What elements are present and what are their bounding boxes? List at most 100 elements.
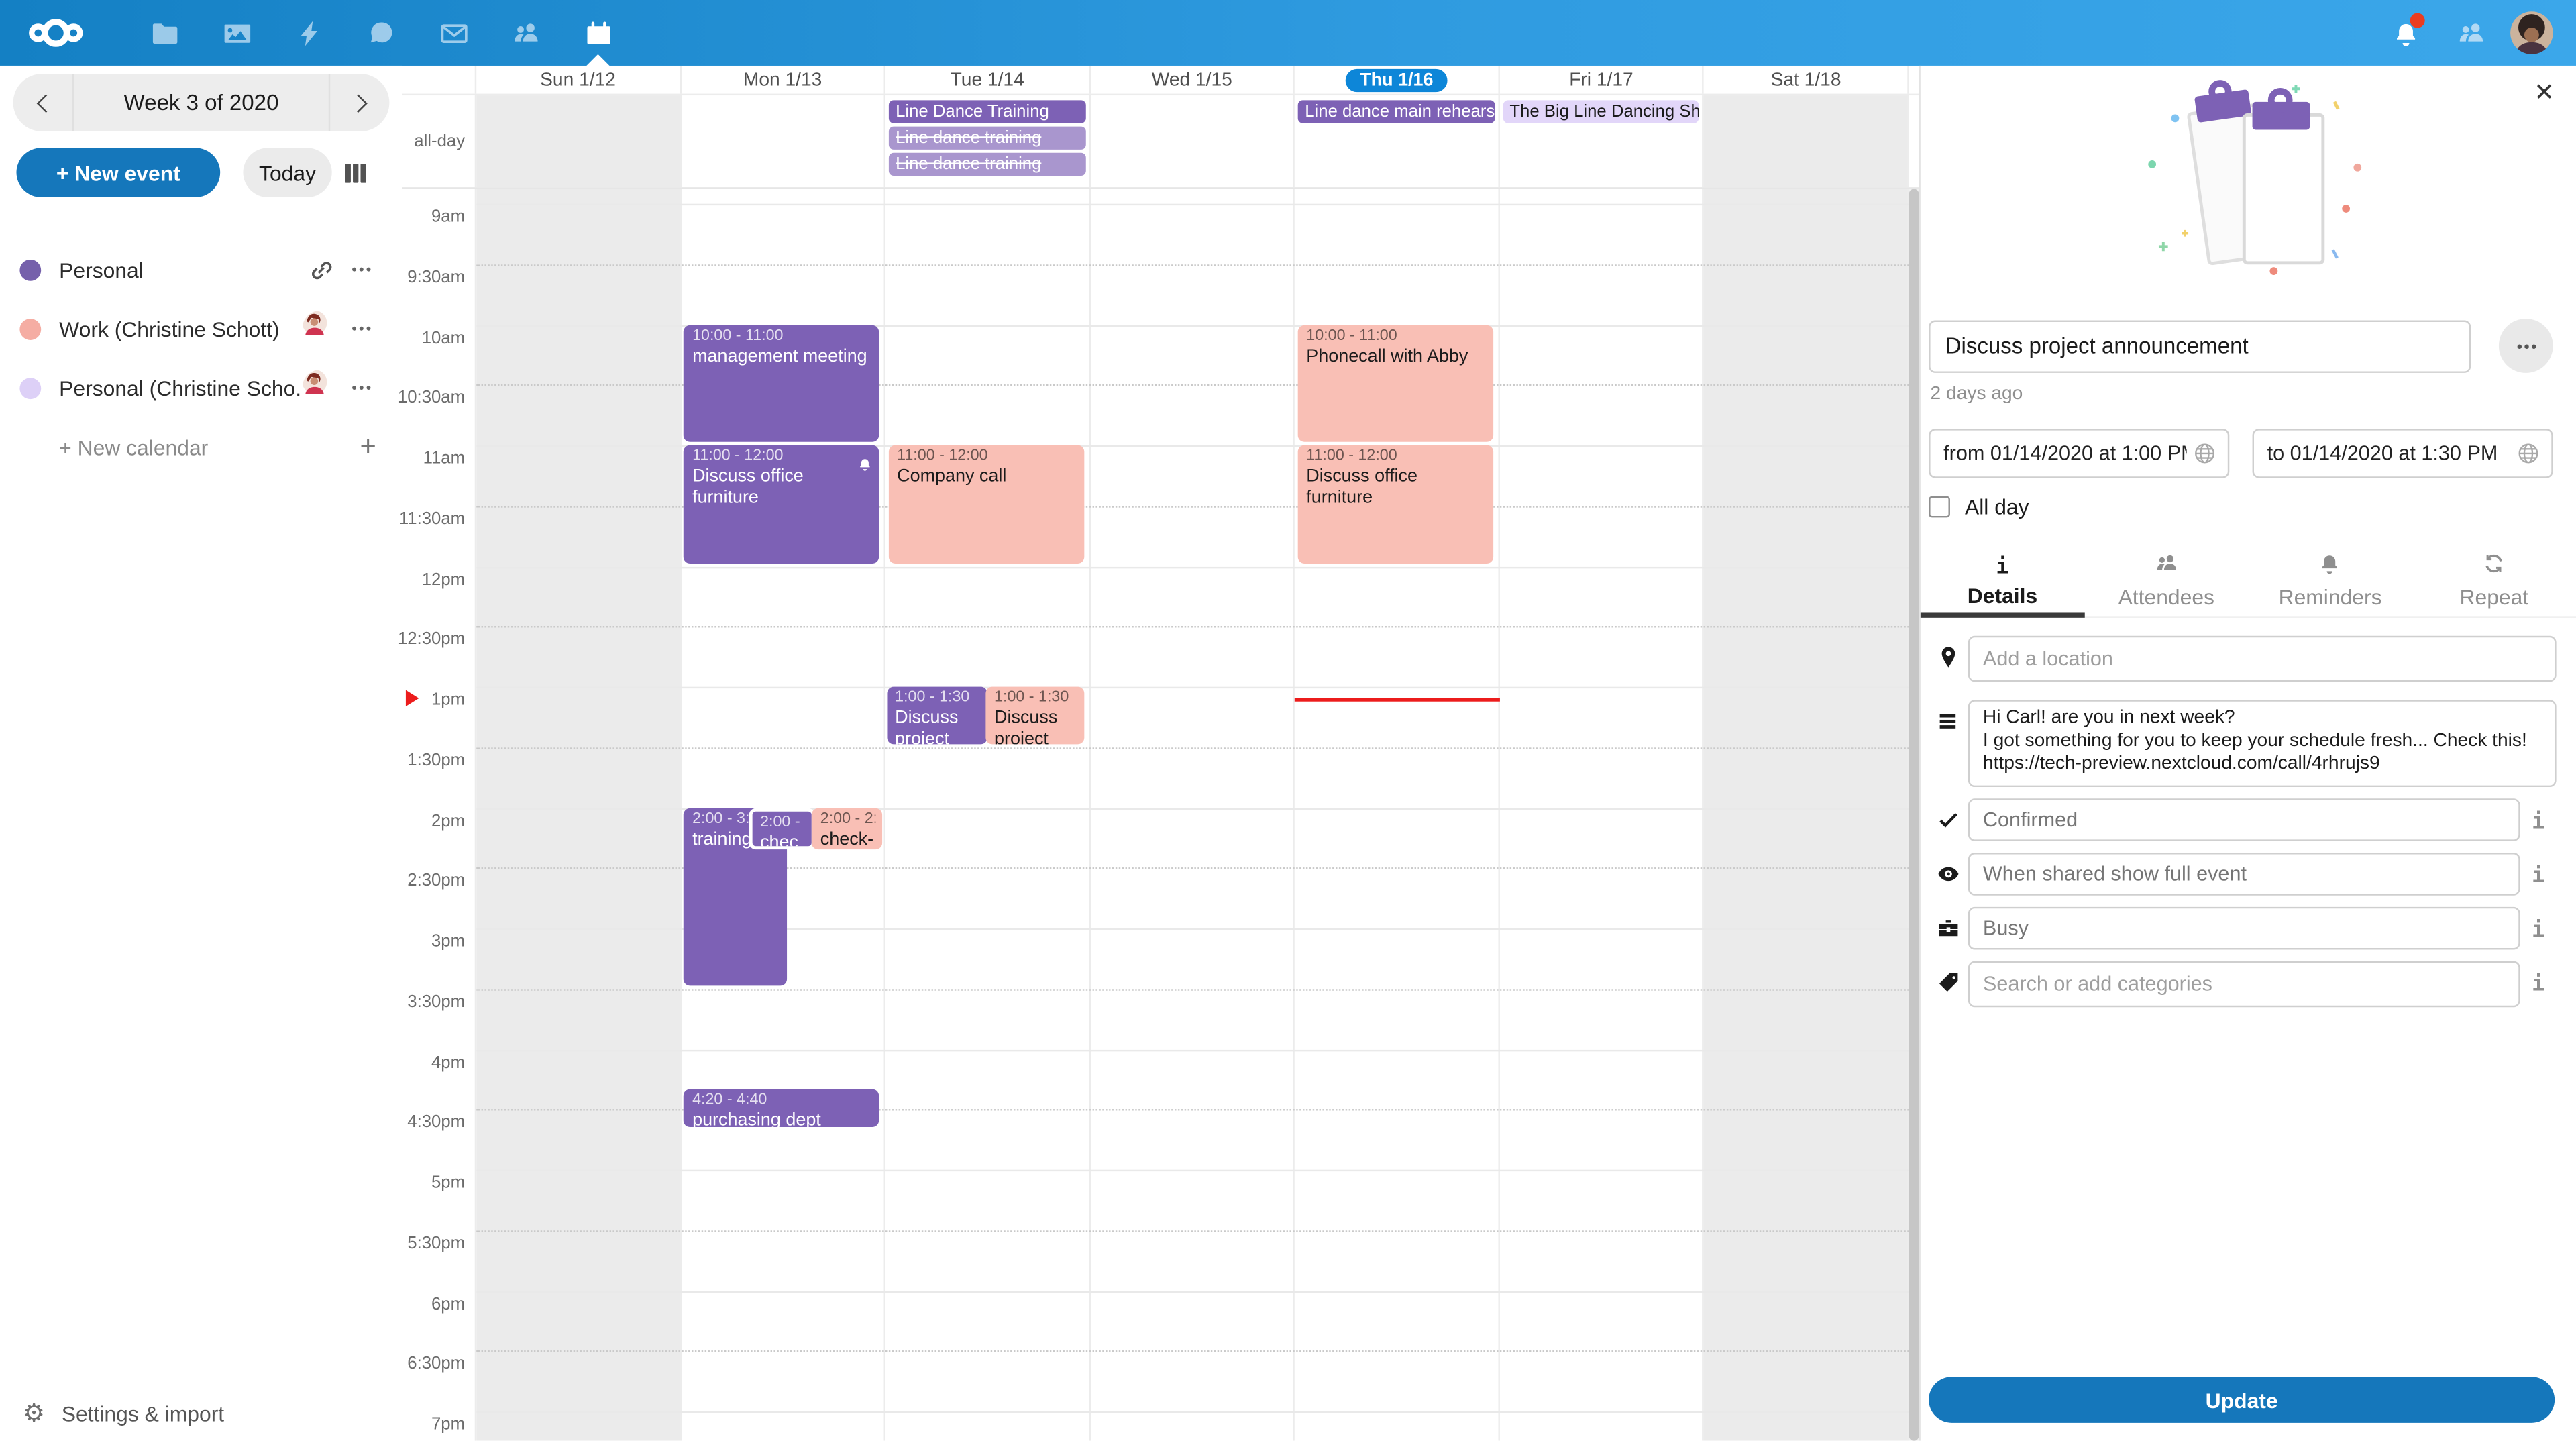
calendar-event[interactable]: 1:00 - 1:30 Discuss project bbox=[985, 686, 1085, 744]
allday-event[interactable]: Line dance main rehearsal bbox=[1298, 100, 1495, 123]
calendar-icon[interactable] bbox=[562, 0, 635, 66]
info-icon[interactable]: i bbox=[2532, 918, 2545, 943]
settings-import-button[interactable]: ⚙ Settings & import bbox=[23, 1398, 224, 1428]
tab-details[interactable]: i Details bbox=[1920, 545, 2084, 618]
day-header[interactable]: Fri 1/17 bbox=[1500, 65, 1705, 94]
calendar-menu-button[interactable] bbox=[340, 258, 383, 280]
tab-repeat[interactable]: Repeat bbox=[2412, 545, 2576, 616]
allday-cell[interactable] bbox=[1090, 95, 1295, 188]
day-header[interactable]: Mon 1/13 bbox=[681, 65, 886, 94]
update-button[interactable]: Update bbox=[1929, 1377, 2555, 1423]
day-column[interactable] bbox=[1704, 189, 1909, 1441]
allday-cell[interactable] bbox=[476, 95, 682, 188]
day-column[interactable] bbox=[885, 189, 1091, 1441]
check-icon bbox=[1929, 798, 1968, 831]
calendar-event[interactable]: 11:00 - 12:00 Company call bbox=[888, 445, 1085, 563]
allday-event[interactable]: The Big Line Dancing Show bbox=[1503, 100, 1700, 123]
allday-cell[interactable]: Line dance main rehearsal bbox=[1295, 95, 1500, 188]
calendar-menu-button[interactable] bbox=[340, 376, 383, 399]
activity-icon[interactable] bbox=[273, 0, 345, 66]
talk-icon[interactable] bbox=[345, 0, 417, 66]
previous-week-button[interactable] bbox=[13, 74, 72, 131]
nextcloud-logo[interactable] bbox=[13, 18, 99, 48]
calendar-event[interactable]: 11:00 - 12:00 Discuss office furniture bbox=[684, 445, 880, 563]
photos-icon[interactable] bbox=[201, 0, 273, 66]
grid-line bbox=[476, 1169, 1909, 1172]
allday-cell[interactable]: The Big Line Dancing Show bbox=[1500, 95, 1705, 188]
description-textarea[interactable]: Hi Carl! are you in next week? I got som… bbox=[1968, 700, 2557, 788]
calendar-event[interactable]: 4:20 - 4:40 purchasing dept bbox=[684, 1089, 880, 1126]
all-day-checkbox[interactable] bbox=[1929, 496, 1950, 518]
new-event-button[interactable]: + New event bbox=[16, 148, 221, 197]
contacts-icon[interactable] bbox=[490, 0, 562, 66]
scrollbar-thumb[interactable] bbox=[1909, 189, 1919, 1441]
start-date-field[interactable]: from 01/14/2020 at 1:00 PM bbox=[1929, 429, 2230, 478]
visibility-select[interactable]: When shared show full event bbox=[1968, 853, 2520, 896]
allday-cell[interactable]: Line Dance Training Line dance training Li… bbox=[885, 95, 1091, 188]
day-header[interactable]: Thu 1/16 bbox=[1295, 65, 1500, 94]
sidebar-calendar-item[interactable]: Personal (Christine Scho...) bbox=[0, 358, 402, 417]
event-title-input[interactable] bbox=[1929, 319, 2471, 372]
day-header[interactable]: Tue 1/14 bbox=[885, 65, 1091, 94]
contacts-menu-icon[interactable] bbox=[2445, 0, 2497, 66]
close-icon[interactable]: ✕ bbox=[2534, 78, 2555, 107]
allday-cell[interactable] bbox=[681, 95, 886, 188]
sidebar-calendar-item[interactable]: Work (Christine Schott) bbox=[0, 299, 402, 358]
day-header[interactable]: Sat 1/18 bbox=[1705, 65, 1909, 94]
event-dates-row: from 01/14/2020 at 1:00 PM to 01/14/2020… bbox=[1929, 429, 2553, 478]
new-calendar-label: + New calendar bbox=[59, 434, 209, 460]
day-column[interactable] bbox=[681, 189, 886, 1441]
calendar-color-dot bbox=[19, 258, 42, 280]
day-column[interactable] bbox=[476, 189, 682, 1441]
allday-event[interactable]: Line Dance Training bbox=[889, 100, 1086, 123]
view-switcher-button[interactable] bbox=[332, 157, 380, 189]
day-column[interactable] bbox=[1090, 189, 1295, 1441]
allday-event[interactable]: Line dance training bbox=[889, 126, 1086, 150]
info-icon[interactable]: i bbox=[2532, 810, 2545, 835]
calendar-event[interactable]: 2:00 - 2:20check-in bbox=[812, 807, 882, 851]
files-icon[interactable] bbox=[128, 0, 201, 66]
grid-line bbox=[476, 324, 1909, 327]
grid-line bbox=[476, 384, 1909, 387]
week-range-label[interactable]: Week 3 of 2020 bbox=[72, 74, 331, 131]
day-label: Fri 1/17 bbox=[1569, 70, 1633, 90]
day-column[interactable] bbox=[1295, 189, 1500, 1441]
calendar-event[interactable]: 11:00 - 12:00 Discuss office furniture bbox=[1298, 445, 1494, 563]
calendar-event[interactable]: 10:00 - 11:00 management meeting bbox=[684, 324, 880, 442]
end-date-field[interactable]: to 01/14/2020 at 1:30 PM bbox=[2252, 429, 2553, 478]
tab-reminders[interactable]: Reminders bbox=[2248, 545, 2412, 616]
event-actions-menu-button[interactable] bbox=[2498, 319, 2553, 373]
location-input[interactable] bbox=[1968, 635, 2557, 682]
mail-icon[interactable] bbox=[417, 0, 490, 66]
categories-input[interactable] bbox=[1968, 961, 2520, 1008]
day-header[interactable]: Sun 1/12 bbox=[476, 65, 682, 94]
calendar-event[interactable]: 2:00 - 2:20check-in bbox=[748, 807, 814, 851]
next-week-button[interactable] bbox=[330, 74, 389, 131]
user-avatar[interactable] bbox=[2510, 11, 2553, 54]
day-column[interactable] bbox=[1500, 189, 1705, 1441]
share-link-icon[interactable] bbox=[301, 257, 340, 282]
calendar-menu-button[interactable] bbox=[340, 317, 383, 340]
tab-attendees[interactable]: Attendees bbox=[2084, 545, 2248, 616]
info-icon[interactable]: i bbox=[2532, 864, 2545, 889]
event-time-label: 1:00 - 1:30 bbox=[895, 688, 970, 707]
description-lines-icon bbox=[1929, 700, 1968, 733]
people-icon bbox=[2155, 552, 2178, 580]
calendar-event[interactable]: 10:00 - 11:00 Phonecall with Abby bbox=[1298, 324, 1494, 442]
allday-cell[interactable] bbox=[1704, 95, 1909, 188]
time-grid[interactable]: 10:00 - 11:00 management meeting 11:00 - 1… bbox=[476, 189, 1909, 1441]
day-header[interactable]: Wed 1/15 bbox=[1090, 65, 1295, 94]
availability-select[interactable]: Busy bbox=[1968, 906, 2520, 950]
calendar-scrollbar[interactable] bbox=[1909, 189, 1919, 1441]
info-icon[interactable]: i bbox=[2532, 972, 2545, 998]
status-select[interactable]: Confirmed bbox=[1968, 798, 2520, 841]
event-illustration bbox=[1921, 79, 2576, 299]
all-day-label: All day bbox=[1964, 494, 2029, 519]
new-calendar-button[interactable]: + New calendar + bbox=[0, 417, 402, 476]
navbar-right bbox=[2379, 0, 2553, 66]
today-button[interactable]: Today bbox=[243, 148, 332, 197]
notifications-bell-icon[interactable] bbox=[2379, 0, 2431, 66]
allday-event[interactable]: Line dance training bbox=[889, 152, 1086, 176]
sidebar-calendar-item[interactable]: Personal bbox=[0, 240, 402, 299]
